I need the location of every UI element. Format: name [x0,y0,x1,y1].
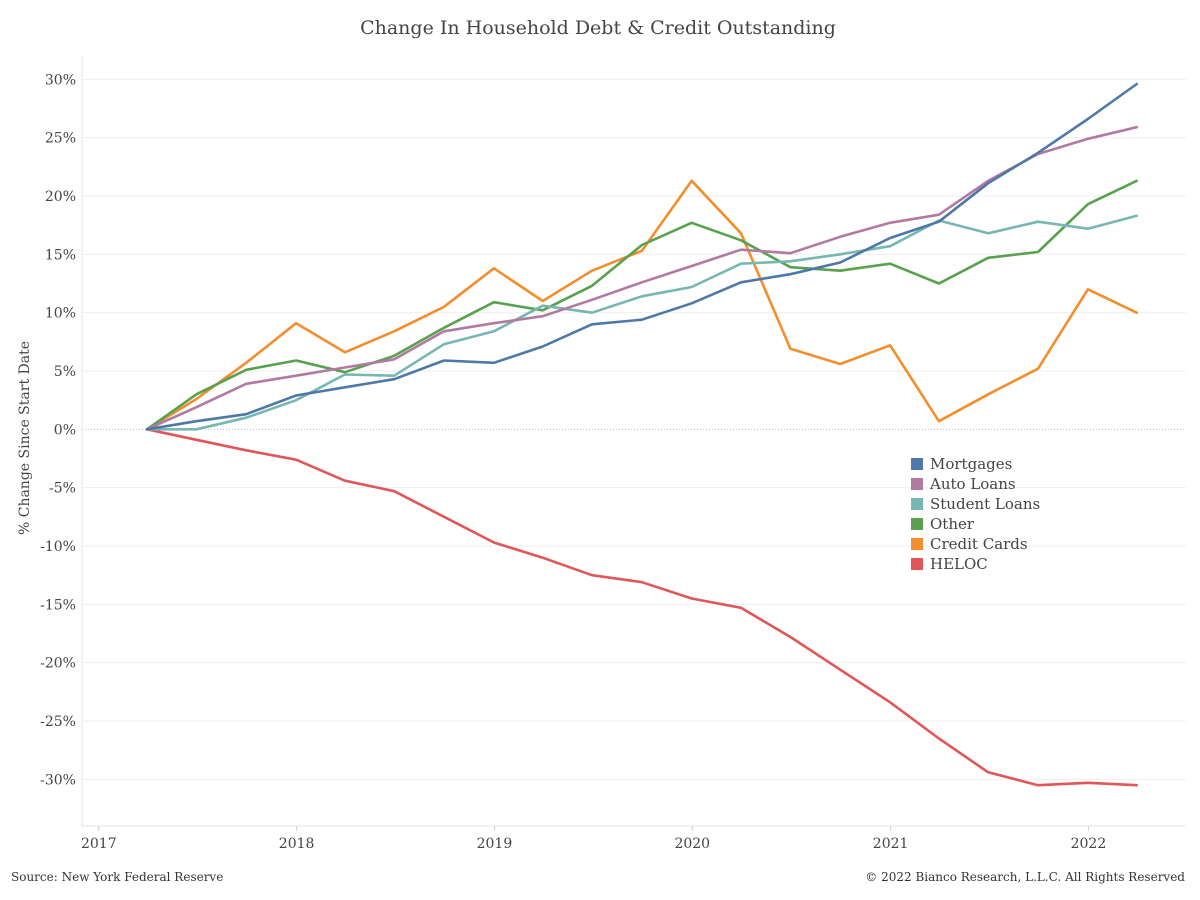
y-tick-label: -30% [40,772,76,788]
y-tick-label: -20% [40,656,76,672]
y-tick-label: 30% [45,72,76,88]
legend-item: HELOC [911,554,1040,574]
legend: Mortgages Auto Loans Student Loans Other Cre… [911,454,1040,574]
legend-label: Other [930,515,975,533]
y-tick-label: -15% [40,597,76,613]
y-tick-label: -25% [40,714,76,730]
legend-item: Mortgages [911,454,1040,474]
x-tick-label: 2021 [873,836,909,852]
y-tick-label: 0% [54,422,76,438]
series-line-mortgages [145,82,1138,431]
series-lines [145,82,1138,787]
y-tick-label: 5% [54,364,76,380]
copyright-note: © 2022 Bianco Research, L.L.C. All Right… [865,870,1185,884]
legend-item: Other [911,514,1040,534]
legend-label: Auto Loans [930,475,1016,493]
y-tick-label: 10% [45,306,76,322]
series-line-other [145,179,1138,431]
source-note: Source: New York Federal Reserve [11,870,224,884]
series-line-heloc [145,427,1138,787]
x-tick-label: 2022 [1071,836,1107,852]
series-line-auto-loans [145,125,1138,431]
legend-swatch [911,458,923,470]
x-tick-label: 2017 [81,836,117,852]
legend-label: Student Loans [930,495,1041,513]
y-tick-label: 15% [45,247,76,263]
y-tick-label: -10% [40,539,76,555]
gridlines [82,78,1186,780]
legend-label: HELOC [930,555,988,573]
y-tick-label: 20% [45,189,76,205]
legend-swatch [911,558,923,570]
legend-swatch [911,518,923,530]
y-tick-label: 25% [45,131,76,147]
axes: -30% -25% -20% -15% -10% -5% 0% 5% 10% 15% 20% 25% 3… [40,56,1186,852]
legend-swatch [911,538,923,550]
x-tick-label: 2019 [477,836,513,852]
chart-title: Change In Household Debt & Credit Outsta… [360,17,836,39]
x-tick-label: 2020 [674,836,710,852]
y-tick-label: -5% [49,481,76,497]
x-tick-label: 2018 [279,836,315,852]
legend-item: Auto Loans [911,474,1040,494]
y-axis-label: % Change Since Start Date [17,341,33,535]
legend-item: Credit Cards [911,534,1040,554]
legend-item: Student Loans [911,494,1040,514]
legend-label: Mortgages [930,455,1013,473]
legend-label: Credit Cards [930,535,1028,553]
legend-swatch [911,498,923,510]
series-line-credit-cards [145,179,1138,431]
legend-swatch [911,478,923,490]
